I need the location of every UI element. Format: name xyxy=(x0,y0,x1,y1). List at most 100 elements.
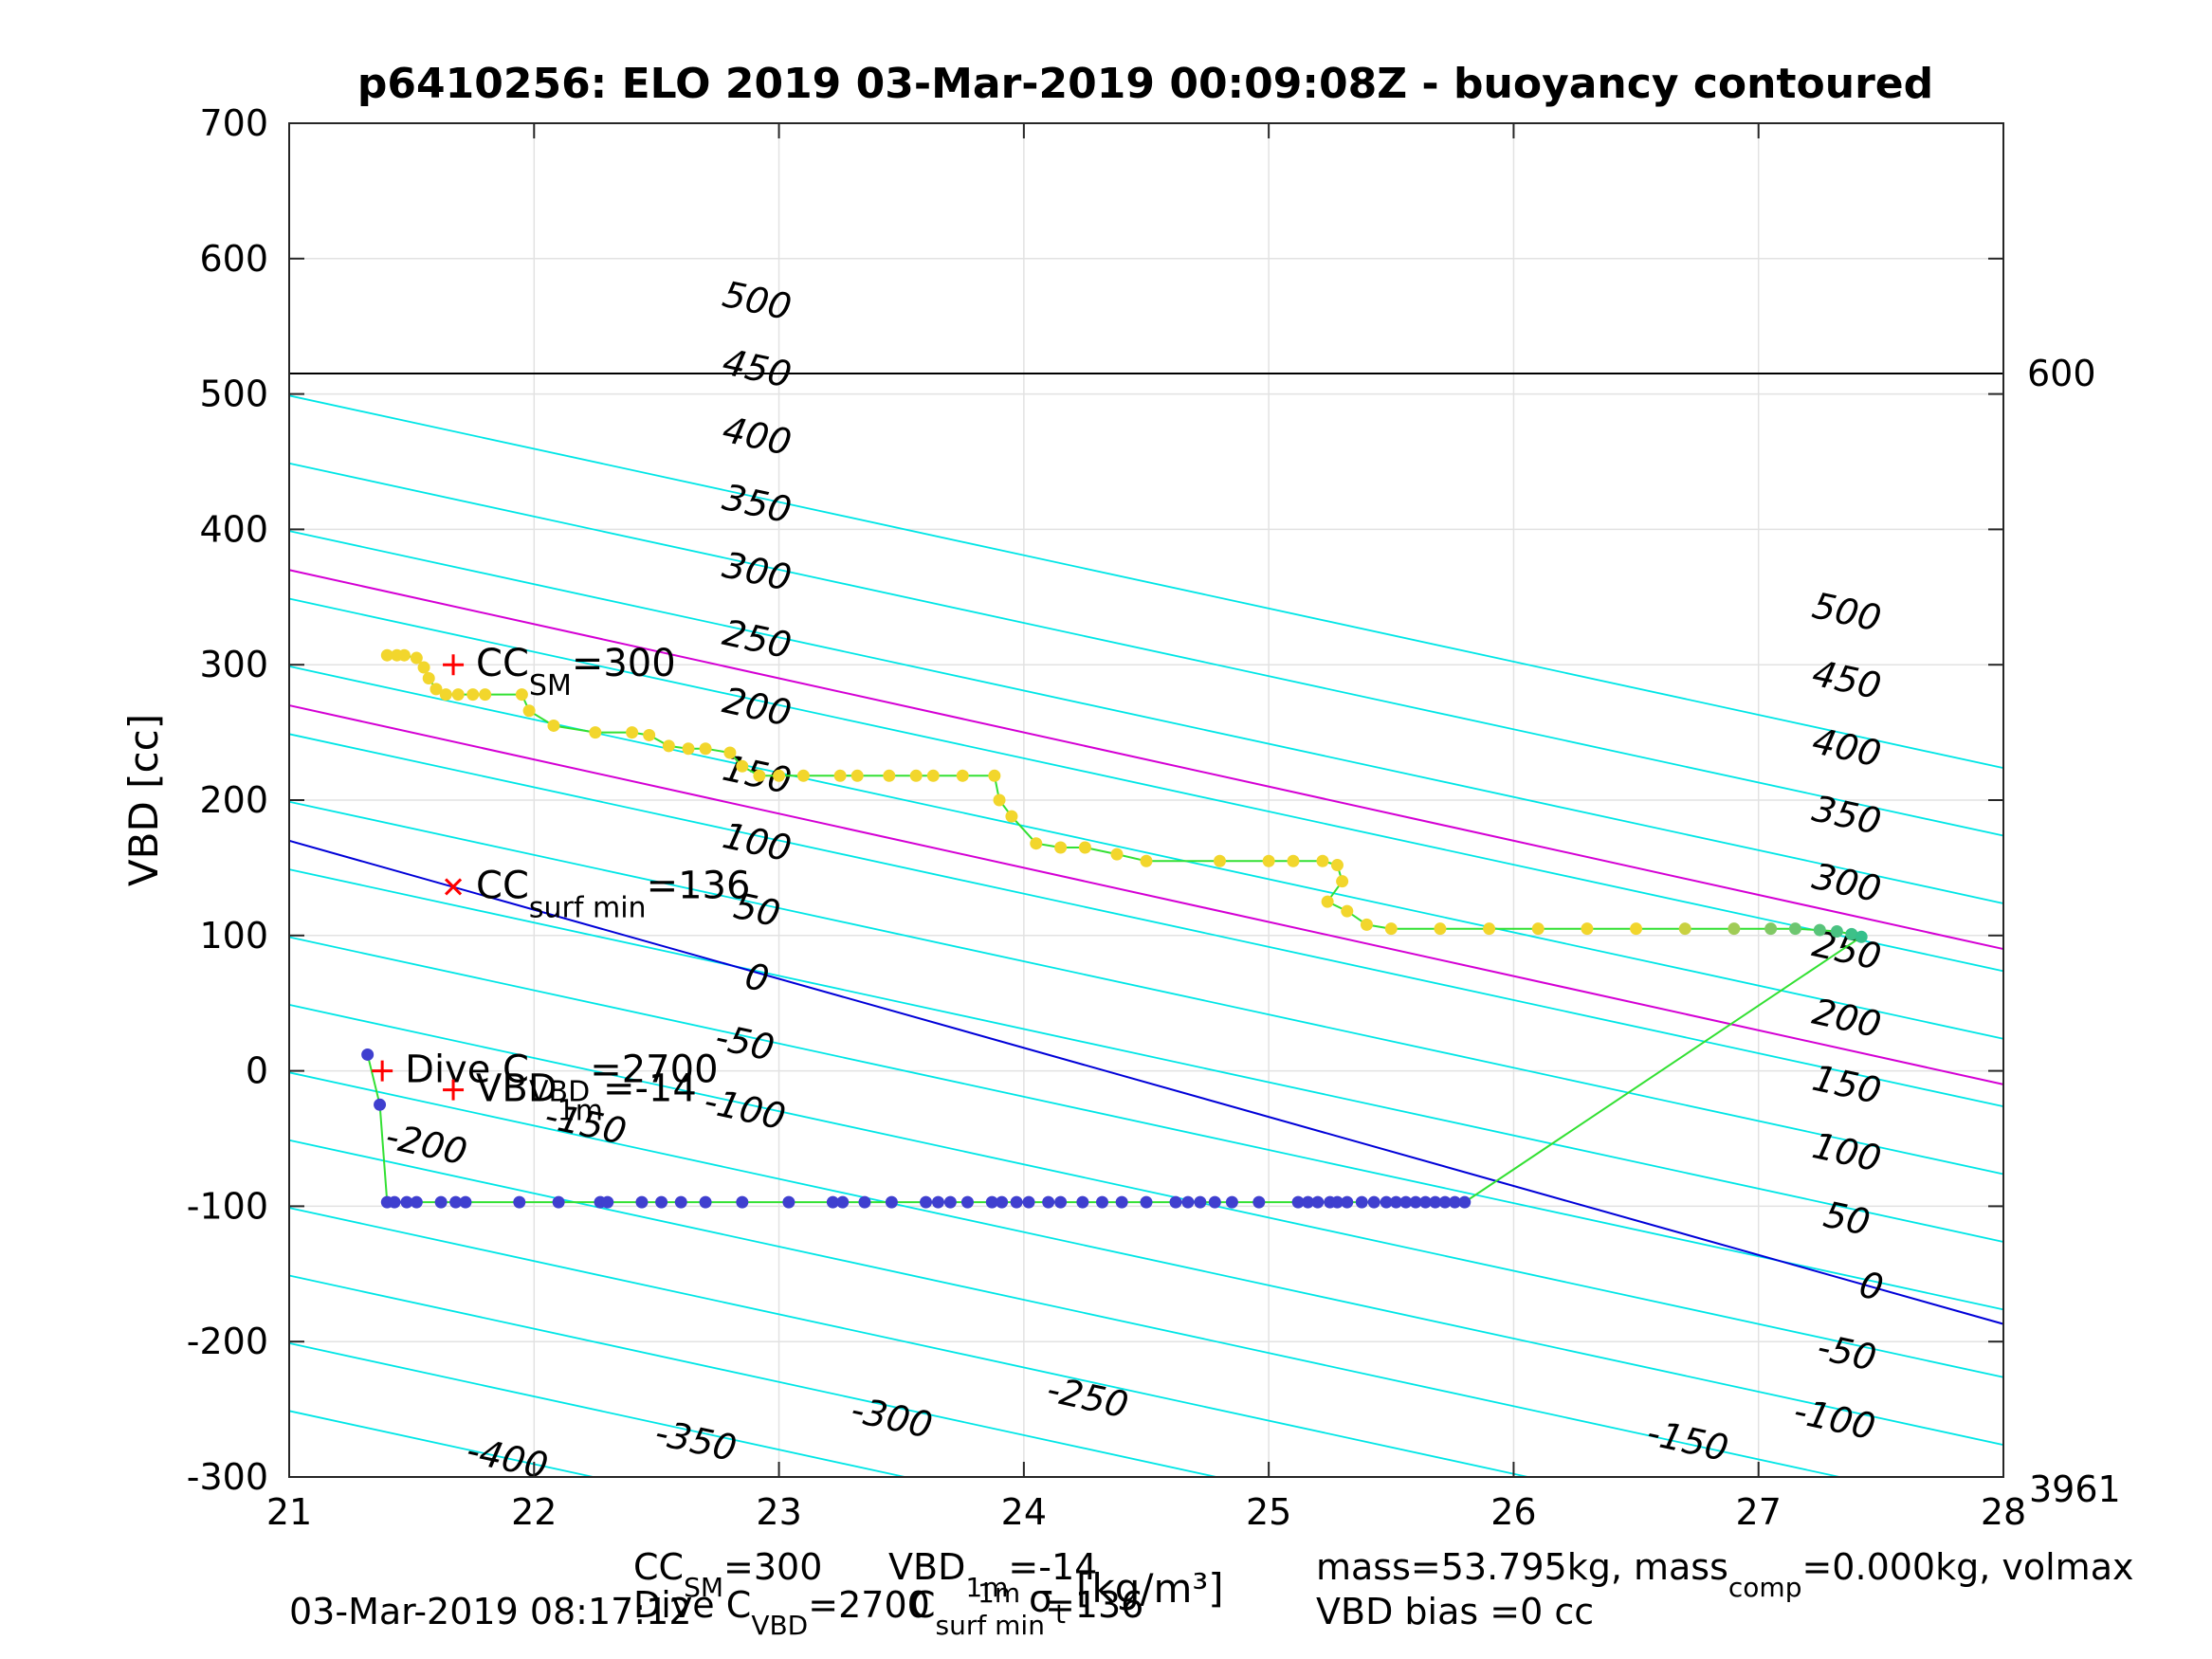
climb-point-24 xyxy=(796,769,810,782)
dive-point-12 xyxy=(601,1195,614,1209)
climb-point-34 xyxy=(1030,837,1043,850)
dive-point-54 xyxy=(1409,1195,1422,1209)
climb-point-31 xyxy=(988,769,1001,782)
x-axis-label-sub1: 1m xyxy=(978,1577,1020,1609)
dive-point-9 xyxy=(513,1195,526,1209)
climb-point-30 xyxy=(956,769,969,782)
dive-point-28 xyxy=(996,1195,1009,1209)
y-axis-label: VBD [cc] xyxy=(120,714,167,886)
dive-point-21 xyxy=(858,1195,871,1209)
cc_sm-label: CCSM=300 xyxy=(476,642,676,702)
dive-point-36 xyxy=(1140,1195,1153,1209)
dive-point-1 xyxy=(374,1098,387,1111)
reference-lines xyxy=(288,569,2004,1325)
climb-point-51 xyxy=(1531,922,1545,936)
climb-point-41 xyxy=(1287,854,1300,867)
dive-point-31 xyxy=(1042,1195,1055,1209)
climb-point-10 xyxy=(479,688,492,702)
y-tick-label-1: -200 xyxy=(187,1321,268,1362)
climb-point-57 xyxy=(1788,922,1801,936)
dive-point-5 xyxy=(410,1195,423,1209)
climb-point-48 xyxy=(1384,922,1398,936)
climb-point-16 xyxy=(643,728,656,741)
contour-line--150 xyxy=(288,1274,1217,1478)
x-axis-ticks: 21 22 23 24 25 26 27 28 xyxy=(266,123,2026,1533)
climb-point-60 xyxy=(1845,927,1858,940)
climb-point-55 xyxy=(1728,922,1741,936)
contour-label-28: 50 xyxy=(1820,1194,1874,1244)
climb-point-7 xyxy=(439,688,452,702)
y-tick-label-5: 200 xyxy=(199,779,268,821)
footer-timestamp: 03-Mar-2019 08:17:12 xyxy=(289,1591,692,1632)
climb-point-27 xyxy=(883,769,896,782)
climb-point-33 xyxy=(1005,810,1018,823)
dive-point-16 xyxy=(699,1195,712,1209)
contour-line-500 xyxy=(288,394,2004,770)
dive-point-49 xyxy=(1355,1195,1368,1209)
dive-point-24 xyxy=(931,1195,944,1209)
dive-point-4 xyxy=(400,1195,413,1209)
contour-line--100 xyxy=(288,1207,1528,1478)
y-tick-label-7: 400 xyxy=(199,508,268,550)
bottom-right-label: 3961 xyxy=(2029,1468,2121,1510)
cc_surf_min-marker xyxy=(444,878,463,896)
chart-title: p6410256: ELO 2019 03-Mar-2019 00:09:08Z… xyxy=(357,60,1933,108)
dive-point-6 xyxy=(434,1195,448,1209)
footer-mass: mass=53.795kg, masscomp=0.000kg, volmax xyxy=(1316,1546,2133,1603)
climb-point-54 xyxy=(1678,922,1691,936)
climb-point-42 xyxy=(1316,854,1329,867)
dive-point-51 xyxy=(1380,1195,1393,1209)
y-axis-ticks: -300 -200 -100 0 100 200 300 400 500 600 700 xyxy=(187,102,2003,1498)
dive-point-13 xyxy=(635,1195,649,1209)
dive-point-14 xyxy=(655,1195,668,1209)
buoyancy-contours xyxy=(288,394,2004,1478)
dive-point-18 xyxy=(782,1195,795,1209)
dive-point-58 xyxy=(1448,1195,1461,1209)
dive-point-40 xyxy=(1208,1195,1221,1209)
vbd_1m-marker xyxy=(443,1079,465,1101)
climb-point-56 xyxy=(1764,922,1778,936)
dive-point-17 xyxy=(736,1195,749,1209)
dive-point-39 xyxy=(1194,1195,1207,1209)
x-axis-label-sigma: σ xyxy=(1029,1577,1052,1621)
dive-point-7 xyxy=(449,1195,463,1209)
climb-point-49 xyxy=(1434,922,1447,936)
dive-point-29 xyxy=(1010,1195,1023,1209)
climb-point-18 xyxy=(682,742,695,756)
cc_surf_min-label: CCsurf min=136 xyxy=(476,864,750,924)
climb-point-45 xyxy=(1321,895,1334,908)
footer-divec: Dive CVBD=2700 xyxy=(633,1584,930,1641)
dive-point-59 xyxy=(1458,1195,1472,1209)
dive-point-41 xyxy=(1225,1195,1238,1209)
y-tick-label-6: 300 xyxy=(199,644,268,685)
climb-point-44 xyxy=(1336,875,1349,888)
dive-point-52 xyxy=(1389,1195,1402,1209)
y-tick-label-8: 500 xyxy=(199,374,268,415)
climb-point-21 xyxy=(736,759,749,773)
climb-point-58 xyxy=(1813,923,1826,937)
contour-line-150 xyxy=(288,868,2004,1243)
climb-point-39 xyxy=(1213,854,1226,867)
annotation-markers: CCSM=300 CCsurf min=136 Dive CVBD=2700VBD1… xyxy=(372,642,750,1128)
climb-point-12 xyxy=(522,704,536,718)
contour-line-350 xyxy=(288,597,2004,973)
contour-line-100 xyxy=(288,936,2004,1311)
climb-point-47 xyxy=(1360,918,1373,931)
climb-point-22 xyxy=(753,769,766,782)
climb-point-61 xyxy=(1855,930,1868,943)
climb-point-15 xyxy=(626,726,639,739)
contour-line-200 xyxy=(288,800,2004,1176)
climb-point-52 xyxy=(1581,922,1594,936)
x-axis-label-units: [kg/m³] xyxy=(1076,1565,1224,1612)
climb-point-46 xyxy=(1341,904,1354,918)
climb-point-5 xyxy=(422,671,435,684)
x-tick-label-6: 27 xyxy=(1736,1491,1782,1533)
dive-point-34 xyxy=(1096,1195,1109,1209)
contour-line-50 xyxy=(288,1004,2004,1378)
dive-point-43 xyxy=(1291,1195,1305,1209)
depth-line-label: 600 xyxy=(2027,353,2096,394)
dive-point-35 xyxy=(1115,1195,1128,1209)
climb-point-20 xyxy=(723,746,737,759)
x-axis-label: 1m σ t [kg/m³] xyxy=(978,1565,1224,1630)
contour-line-400 xyxy=(288,530,2004,904)
